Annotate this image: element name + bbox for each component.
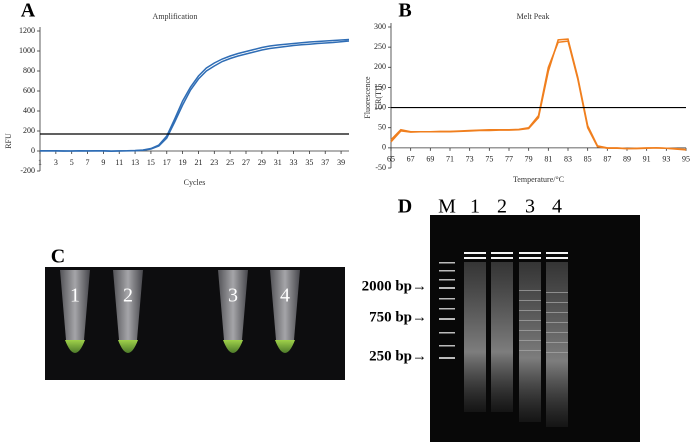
x-tick-label: 33 — [290, 158, 298, 167]
tube-label: 1 — [70, 285, 80, 307]
y-tick-label: 50 — [378, 123, 386, 132]
data-line — [39, 40, 350, 152]
y-tick-label: -50 — [375, 163, 386, 172]
y-tick-label: 0 — [382, 143, 386, 152]
size-marker: 250 bp→ — [369, 348, 427, 364]
x-axis-title: Cycles — [184, 178, 206, 187]
x-tick-label: 5 — [70, 158, 74, 167]
lane-label: 1 — [470, 196, 480, 218]
x-tick-label: 13 — [131, 158, 139, 167]
chart-title: Melt Peak — [517, 12, 550, 21]
chart-title: Amplification — [153, 12, 198, 21]
y-tick-label: 400 — [23, 106, 35, 115]
y-tick-label: 1200 — [19, 26, 35, 35]
x-tick-label: 89 — [623, 155, 631, 164]
x-tick-label: 75 — [485, 155, 493, 164]
y-tick-label: 300 — [374, 22, 386, 31]
y-tick-label: 200 — [23, 126, 35, 135]
y-tick-label: 1000 — [19, 46, 35, 55]
panel-label: C — [51, 246, 65, 268]
x-tick-label: 3 — [54, 158, 58, 167]
x-tick-label: 83 — [564, 155, 572, 164]
x-axis-title: Temperature/°C — [513, 175, 564, 184]
x-tick-label: 1 — [38, 158, 42, 167]
photo — [45, 267, 345, 380]
lane-label: M — [438, 196, 456, 218]
data-line — [390, 40, 687, 151]
panel-label: B — [398, 0, 411, 22]
panel-label: A — [21, 0, 36, 22]
x-tick-label: 93 — [662, 155, 670, 164]
x-tick-label: 71 — [446, 155, 454, 164]
x-tick-label: 7 — [86, 158, 90, 167]
x-tick-label: 11 — [115, 158, 123, 167]
x-tick-label: 19 — [179, 158, 187, 167]
lanes — [464, 252, 568, 427]
x-tick-label: 91 — [643, 155, 651, 164]
panel-d: D M 1 2 3 4 2000 bp→ 750 bp→ 250 bp→ — [362, 196, 640, 442]
y-tick-label: 100 — [374, 102, 386, 111]
y-tick-label: 200 — [374, 62, 386, 71]
y-axis-title: RFU — [4, 133, 13, 149]
tube-label: 4 — [280, 285, 290, 307]
x-tick-label: 17 — [163, 158, 171, 167]
panel-label: D — [398, 196, 412, 218]
lane-label: 2 — [497, 196, 507, 218]
size-marker: 750 bp→ — [369, 309, 427, 325]
y-tick-label: 800 — [23, 66, 35, 75]
x-tick-label: 9 — [101, 158, 105, 167]
tube-label: 2 — [123, 285, 133, 307]
y-tick-label: 150 — [374, 82, 386, 91]
ladder — [439, 262, 455, 359]
x-tick-label: 39 — [337, 158, 345, 167]
charts: A Amplification-2000200400600800100012001… — [4, 0, 690, 187]
size-marker: 2000 bp→ — [362, 278, 427, 294]
x-tick-label: 65 — [387, 155, 395, 164]
x-tick-label: 23 — [210, 158, 218, 167]
x-tick-label: 73 — [466, 155, 474, 164]
y-tick-label: 600 — [23, 86, 35, 95]
tube-label: 3 — [228, 285, 238, 307]
x-tick-label: 29 — [258, 158, 266, 167]
y-tick-label: -200 — [20, 166, 35, 175]
lane-label: 4 — [552, 196, 562, 218]
tubes — [60, 270, 300, 353]
y-tick-label: 250 — [374, 42, 386, 51]
x-tick-label: 35 — [305, 158, 313, 167]
x-tick-label: 15 — [147, 158, 155, 167]
y-axis-title: Fluorescence — [363, 76, 372, 119]
panel-c: C 1 2 3 4 — [45, 246, 345, 380]
y-axis-title: [-R(T)] — [374, 85, 383, 109]
y-tick-label: 0 — [31, 146, 35, 155]
x-tick-label: 37 — [321, 158, 329, 167]
x-tick-label: 67 — [407, 155, 415, 164]
x-tick-label: 31 — [274, 158, 282, 167]
x-tick-label: 79 — [525, 155, 533, 164]
lane-label: 3 — [525, 196, 535, 218]
x-tick-label: 27 — [242, 158, 250, 167]
x-tick-label: 21 — [194, 158, 202, 167]
x-tick-label: 85 — [584, 155, 592, 164]
data-line — [390, 38, 687, 151]
x-tick-label: 87 — [603, 155, 611, 164]
x-tick-label: 81 — [544, 155, 552, 164]
x-tick-label: 25 — [226, 158, 234, 167]
x-tick-label: 95 — [682, 155, 690, 164]
x-tick-label: 69 — [426, 155, 434, 164]
x-tick-label: 77 — [505, 155, 513, 164]
